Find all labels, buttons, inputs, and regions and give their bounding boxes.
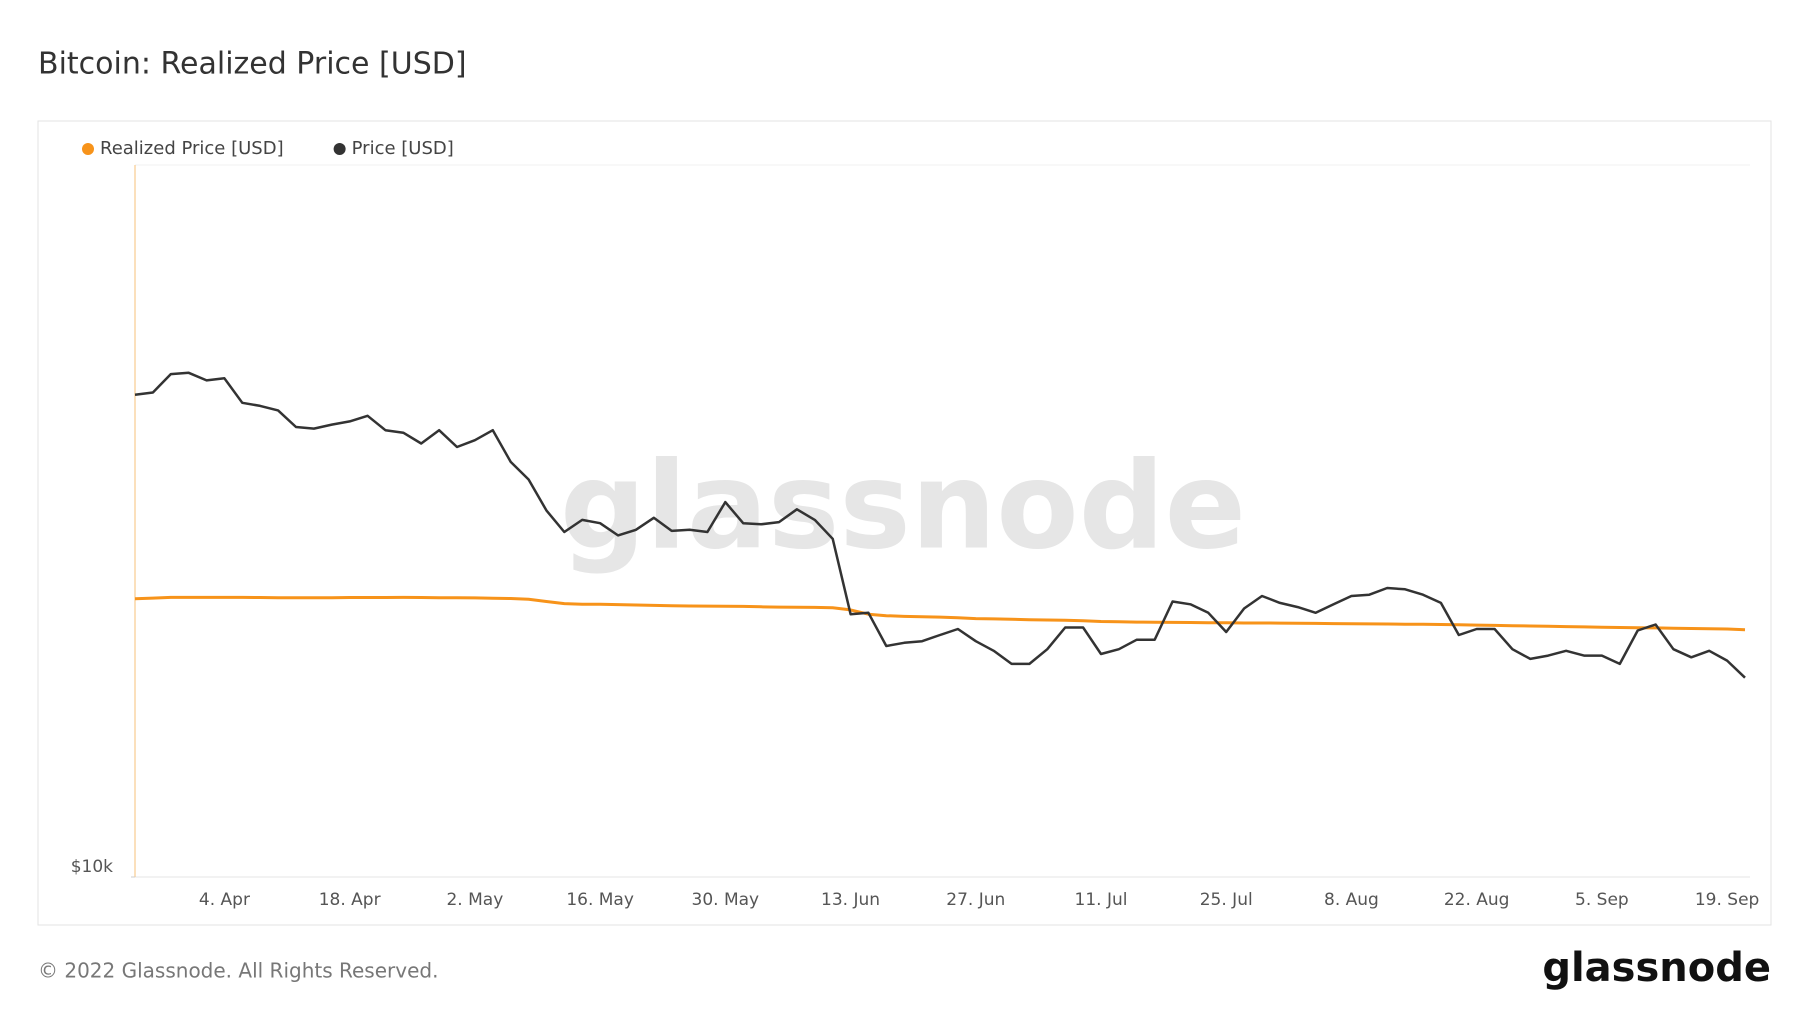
series-line — [134, 595, 1746, 632]
y-tick-label: $10k — [71, 857, 113, 877]
legend-label: Price [USD] — [352, 138, 454, 159]
x-tick-label: 2. May — [446, 890, 503, 910]
x-tick-label: 4. Apr — [199, 890, 250, 910]
x-tick-label: 13. Jun — [821, 890, 880, 910]
series-line — [134, 371, 1746, 679]
x-tick-label: 16. May — [566, 890, 634, 910]
x-tick-label: 5. Sep — [1575, 890, 1629, 910]
legend-marker — [82, 143, 94, 155]
legend-marker — [333, 143, 346, 155]
panel — [37, 120, 1772, 926]
x-tick-label: 22. Aug — [1444, 890, 1510, 910]
x-tick-label: 8. Aug — [1324, 890, 1379, 910]
x-tick-label: 19. Sep — [1695, 890, 1759, 910]
watermark: glassnode — [560, 438, 1246, 577]
chart-title: Bitcoin: Realized Price [USD] — [38, 47, 467, 82]
x-tick-label: 11. Jul — [1075, 890, 1128, 910]
x-tick-label: 25. Jul — [1200, 890, 1253, 910]
x-tick-label: 30. May — [692, 890, 760, 910]
copyright: © 2022 Glassnode. All Rights Reserved. — [38, 959, 438, 983]
x-tick-label: 27. Jun — [946, 890, 1005, 910]
x-tick-label: 18. Apr — [319, 890, 381, 910]
legend-label: Realized Price [USD] — [100, 138, 284, 159]
brand: glassnode — [1542, 945, 1771, 991]
